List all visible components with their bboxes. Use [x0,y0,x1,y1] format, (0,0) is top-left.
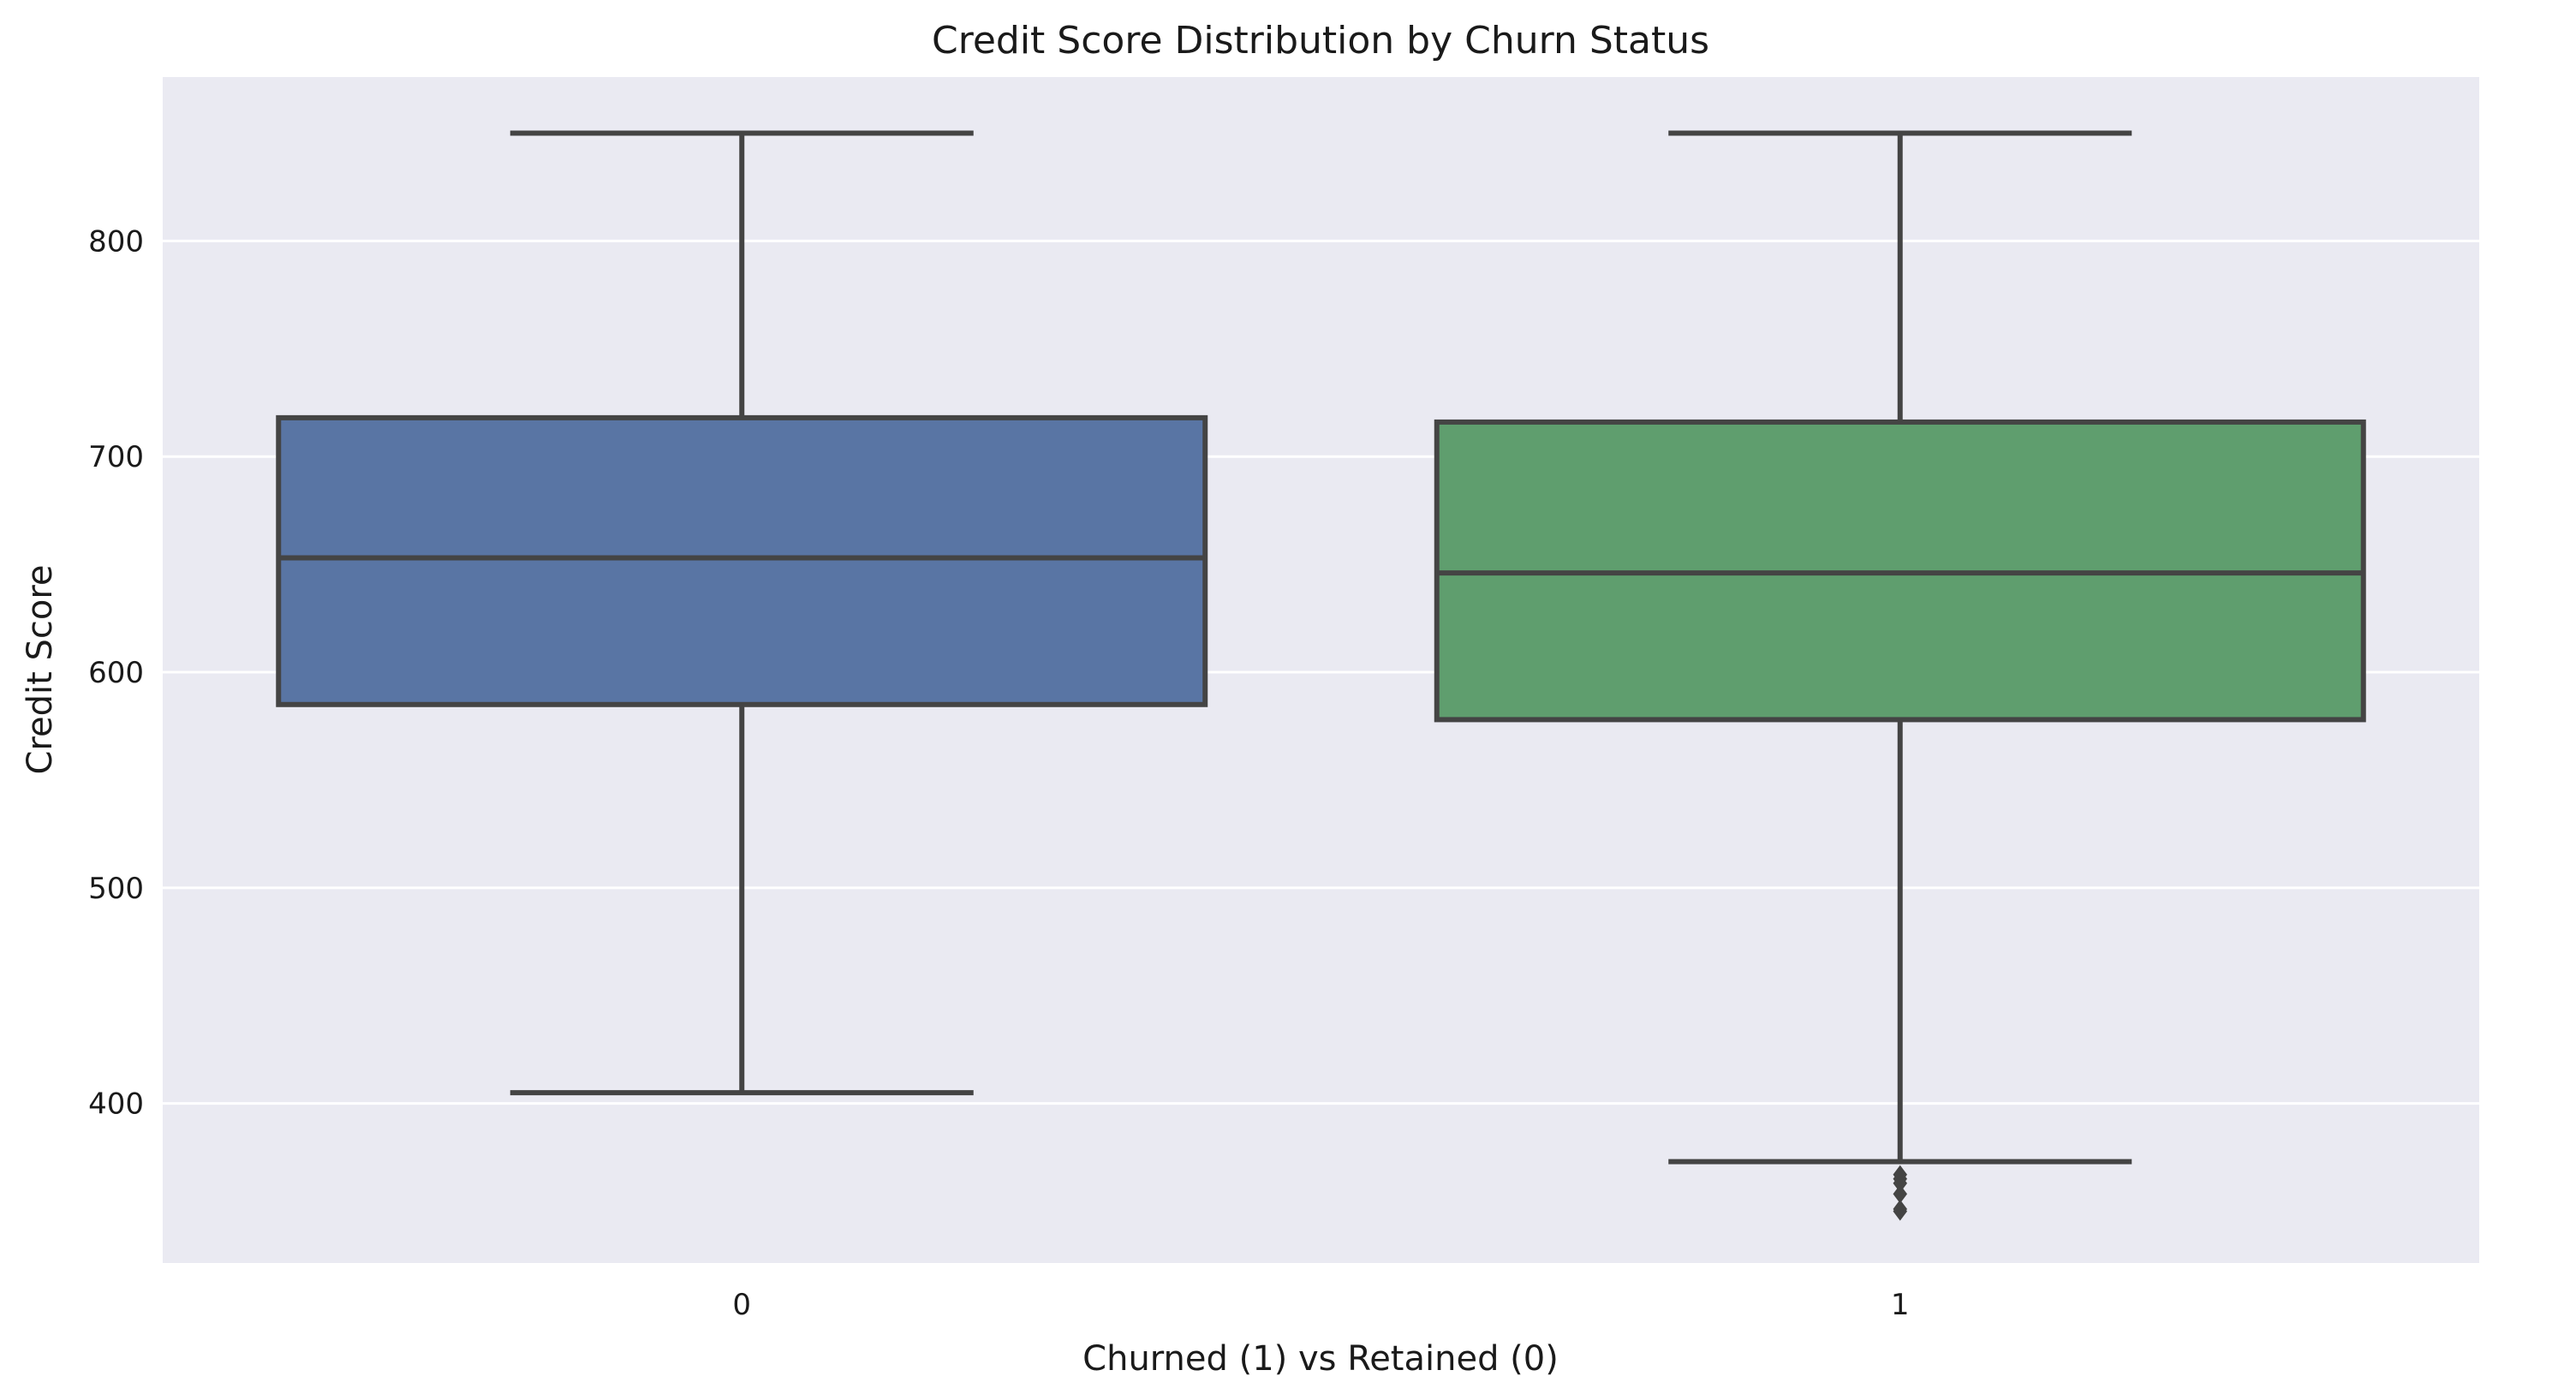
outlier-point [1893,1165,1907,1184]
boxes [276,130,2366,1221]
x-axis-label: Churned (1) vs Retained (0) [1082,1339,1559,1379]
y-tick-label-500: 500 [88,872,144,906]
chart-title: Credit Score Distribution by Churn Statu… [932,19,1709,63]
box-iqr [276,414,1208,707]
y-tick-label-800: 800 [88,224,144,259]
box-group-1 [1434,130,2366,1221]
y-tick-label-700: 700 [88,440,144,474]
y-tick-label-600: 600 [88,656,144,690]
y-axis-label: Credit Score [21,564,60,774]
x-tick-label-0: 0 [732,1288,751,1322]
x-tick-label-1: 1 [1891,1288,1910,1322]
y-tick-label-400: 400 [88,1087,144,1122]
y-tick-labels: 400 500 600 700 800 [88,224,144,1121]
outlier-point [1893,1184,1907,1204]
outlier-point [1893,1200,1907,1219]
box-group-0 [276,130,1208,1096]
